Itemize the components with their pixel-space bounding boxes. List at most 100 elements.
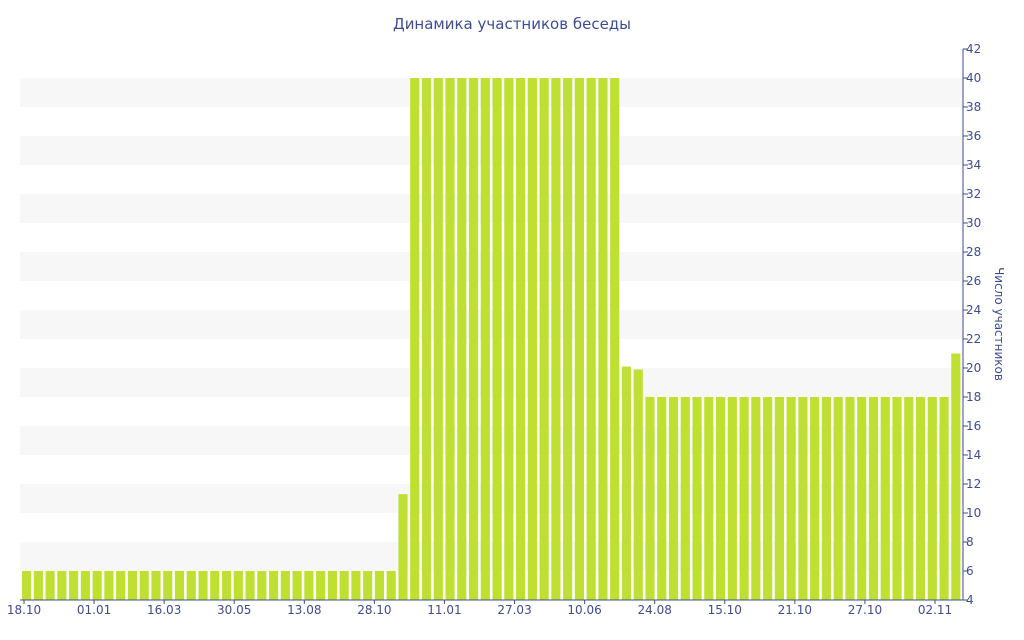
y-tick-label: 8: [966, 535, 974, 549]
bar: [57, 571, 67, 600]
bar: [892, 397, 902, 600]
bar: [504, 78, 514, 600]
grid-band: [20, 368, 963, 397]
bar: [386, 571, 396, 600]
x-tick-label: 11.01: [427, 603, 461, 617]
bar: [645, 397, 655, 600]
bar: [104, 571, 114, 600]
bar: [22, 571, 32, 600]
bar: [186, 571, 196, 600]
bar: [798, 397, 808, 600]
y-tick-label: 36: [966, 129, 981, 143]
x-tick-label: 28.10: [357, 603, 391, 617]
bar: [433, 78, 443, 600]
y-tick-label: 34: [966, 158, 981, 172]
bar: [257, 571, 267, 600]
x-tick-label: 01.01: [77, 603, 111, 617]
bar: [833, 397, 843, 600]
bar: [221, 571, 232, 600]
bar: [351, 571, 361, 600]
y-tick-label: 32: [966, 187, 981, 201]
chart-title: Динамика участников беседы: [393, 15, 631, 33]
bar: [598, 78, 608, 600]
x-tick-label: 27.03: [497, 603, 531, 617]
bar: [857, 397, 867, 600]
bar: [610, 78, 620, 600]
bar: [657, 397, 667, 600]
bar: [45, 571, 55, 600]
x-axis-ticks: 18.10 01.01 16.03 30.05 13.08 28.10 11.01 27.03…: [7, 600, 952, 617]
bar: [198, 571, 208, 600]
y-tick-label: 30: [966, 216, 981, 230]
bar: [563, 78, 573, 600]
bar: [539, 78, 549, 600]
y-tick-label: 12: [966, 477, 981, 491]
grid-band: [20, 194, 963, 223]
y-tick-label: 22: [966, 332, 981, 346]
y-axis-label: Число участников: [992, 267, 1006, 381]
grid-band: [20, 136, 963, 165]
x-tick-label: 21.10: [778, 603, 812, 617]
bar: [680, 397, 690, 600]
bar: [116, 571, 126, 600]
bar: [92, 571, 102, 600]
bar: [868, 397, 879, 600]
bar: [445, 78, 455, 600]
bar: [374, 571, 385, 600]
bar: [551, 78, 561, 600]
bar: [233, 571, 243, 600]
bar: [692, 397, 702, 600]
bar: [139, 571, 149, 600]
x-tick-label: 02.11: [918, 603, 952, 617]
grid-band: [20, 78, 963, 107]
x-tick-label: 30.05: [217, 603, 251, 617]
y-tick-label: 40: [966, 71, 981, 85]
bar: [880, 397, 890, 600]
bar: [327, 571, 337, 600]
y-tick-label: 20: [966, 361, 981, 375]
grid-band: [20, 542, 963, 571]
bar: [80, 571, 90, 600]
bar: [915, 397, 926, 600]
bar: [516, 78, 526, 600]
grid-band: [20, 252, 963, 281]
bar: [574, 78, 585, 600]
bar: [904, 397, 914, 600]
x-tick-label: 16.03: [147, 603, 181, 617]
grid-bands: [20, 78, 963, 571]
bar: [621, 366, 632, 600]
bar: [951, 353, 961, 600]
bar: [821, 397, 832, 600]
bar: [127, 571, 138, 600]
bar: [398, 494, 408, 600]
bar: [810, 397, 820, 600]
y-tick-label: 28: [966, 245, 981, 259]
bar: [774, 397, 784, 600]
bar: [845, 397, 855, 600]
bar: [527, 78, 537, 600]
bar: [292, 571, 302, 600]
bar: [269, 571, 279, 600]
bar: [363, 571, 373, 600]
x-tick-label: 24.08: [638, 603, 672, 617]
x-tick-label: 27.10: [848, 603, 882, 617]
bar: [245, 571, 255, 600]
bar: [457, 78, 467, 600]
x-tick-label: 15.10: [708, 603, 742, 617]
bar: [739, 397, 749, 600]
bar: [316, 571, 326, 600]
bar: [668, 397, 679, 600]
bar: [786, 397, 796, 600]
bar: [480, 78, 490, 600]
bar-series: [22, 78, 961, 600]
x-tick-label: 10.06: [567, 603, 601, 617]
bar: [939, 397, 949, 600]
y-tick-label: 14: [966, 448, 981, 462]
y-tick-label: 16: [966, 419, 981, 433]
y-tick-label: 26: [966, 274, 981, 288]
bar: [763, 397, 773, 600]
bar: [492, 78, 502, 600]
bar: [727, 397, 737, 600]
bar: [927, 397, 937, 600]
